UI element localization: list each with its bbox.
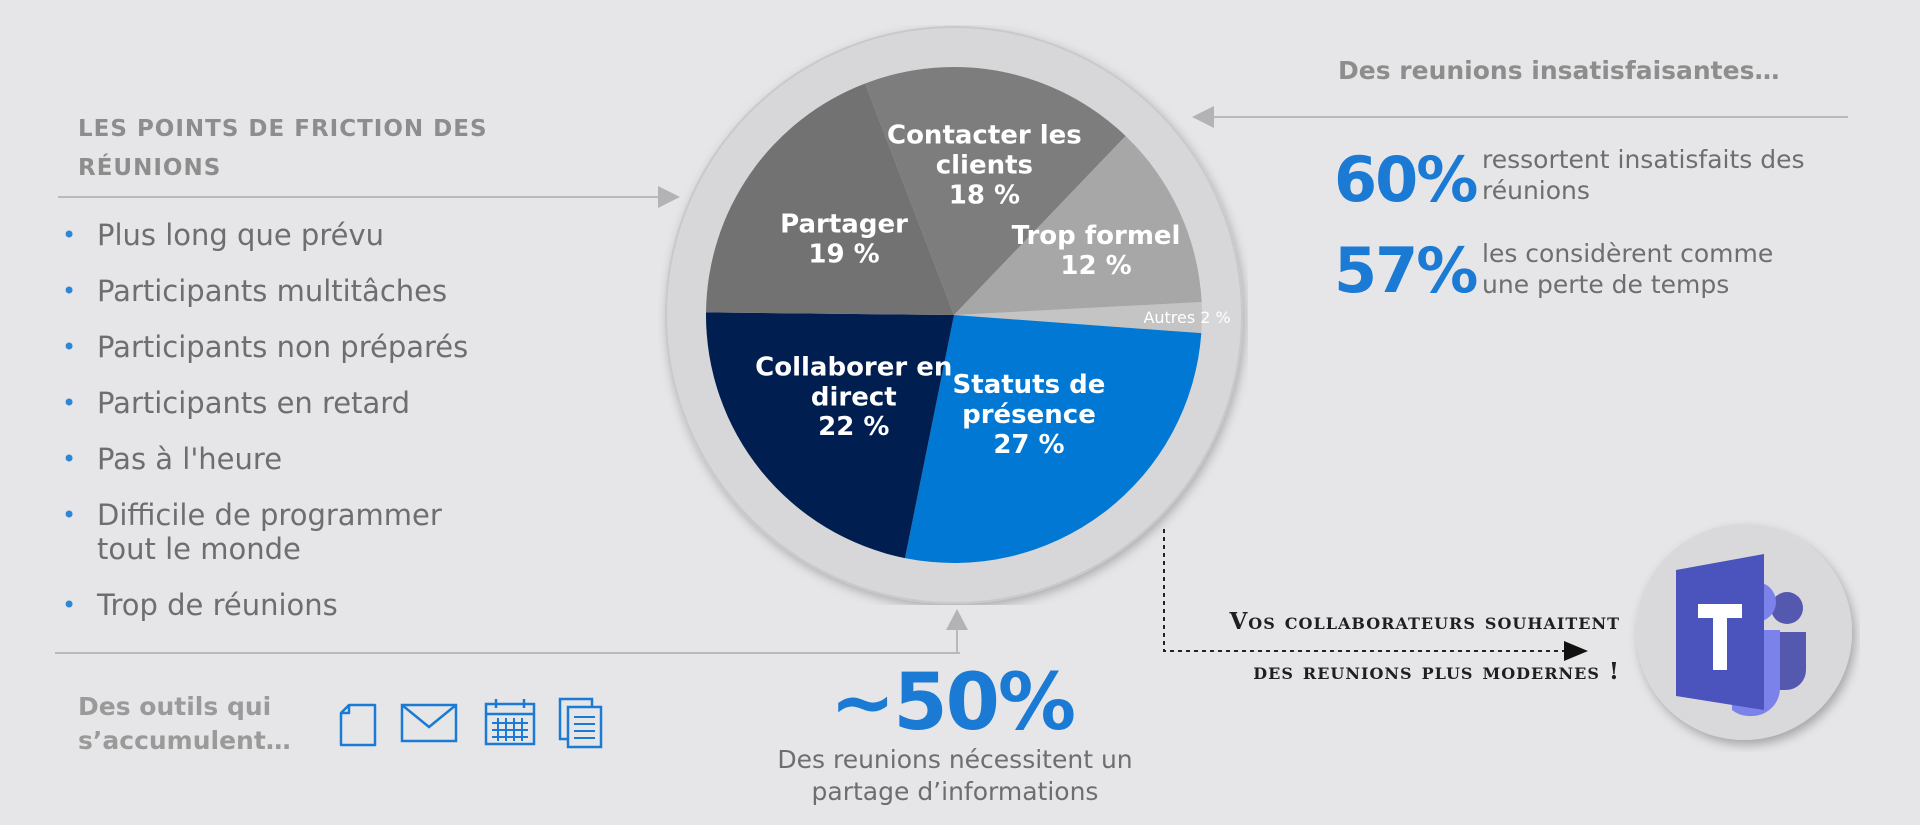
friction-divider <box>58 196 658 198</box>
unsatisfying-divider <box>1212 116 1848 118</box>
tools-connector <box>956 628 958 654</box>
pie-slice-label: Statuts de présence 27 % <box>953 370 1106 460</box>
pie-slice-label: Autres 2 % <box>1143 308 1230 327</box>
pie-slice <box>706 312 954 559</box>
pie-slice <box>865 67 1126 315</box>
friction-list: Plus long que prévu Participants multitâ… <box>62 218 502 644</box>
tools-label: Des outils qui s’accumulent… <box>78 692 291 755</box>
list-item: Difficile de programmer tout le monde <box>62 498 457 566</box>
list-item: Plus long que prévu <box>62 218 502 252</box>
list-item: Participants multitâches <box>62 274 502 308</box>
notes-icon <box>558 697 603 749</box>
teams-logo-icon <box>1636 524 1852 740</box>
pie-slice <box>954 136 1202 315</box>
list-item: Participants en retard <box>62 386 502 420</box>
pie-slice <box>706 83 954 316</box>
calendar-icon <box>484 699 536 746</box>
list-item: Participants non préparés <box>62 330 502 364</box>
modern-line-1: Vos collaborateurs souhaitent <box>1229 608 1620 635</box>
tools-divider <box>55 652 960 654</box>
mail-icon <box>400 703 458 743</box>
pie-slice <box>904 315 1202 563</box>
pie-slice-label: Contacter les clients 18 % <box>887 120 1082 210</box>
friction-arrow-icon <box>658 186 680 208</box>
pie-slice-label: Partager 19 % <box>780 210 908 270</box>
pie-slice <box>954 302 1202 334</box>
stat-value: 57% <box>1334 234 1478 307</box>
document-icon <box>339 703 377 747</box>
pie-chart: Autres 2 % Statuts de présence 27 %Collabor… <box>665 26 1243 604</box>
meetings-share-value: ~50% <box>830 658 1076 748</box>
unsatisfying-title: Des reunions insatisfaisantes… <box>1338 56 1780 85</box>
dashed-connector <box>1163 529 1588 661</box>
list-item: Trop de réunions <box>62 588 502 622</box>
stat-value: 60% <box>1334 143 1478 216</box>
list-item: Pas à l'heure <box>62 442 502 476</box>
stat-text: les considèrent comme une perte de temps <box>1482 239 1774 299</box>
pie-slice-label: Collaborer en direct 22 % <box>755 352 952 442</box>
stat-text: ressortent insatisfaits des réunions <box>1482 145 1805 205</box>
meetings-share-caption: Des reunions nécessitent un partage d’in… <box>777 745 1133 806</box>
up-arrow-icon <box>946 609 968 630</box>
modern-line-2: des reunions plus modernes ! <box>1253 658 1620 685</box>
friction-title: LES POINTS DE FRICTION DES RÉUNIONS <box>78 116 488 181</box>
unsatisfying-arrow-icon <box>1192 106 1214 128</box>
pie-slice-label: Trop formel 12 % <box>1012 221 1181 281</box>
